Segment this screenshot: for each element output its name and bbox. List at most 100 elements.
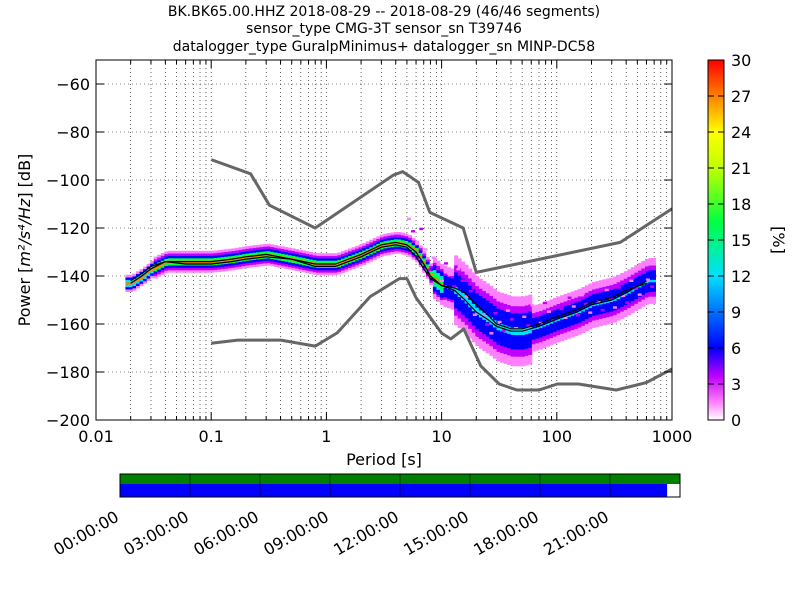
heatmap-cell [348, 267, 353, 271]
heatmap-cell [443, 270, 448, 274]
heatmap-cell [125, 286, 130, 290]
heatmap-cell [471, 286, 476, 290]
heatmap-cell [602, 322, 607, 326]
heatmap-cell [464, 276, 469, 280]
heatmap-cell [560, 331, 565, 334]
heatmap-cell [295, 268, 299, 271]
heatmap-cell [234, 255, 239, 258]
heatmap-cell [545, 329, 550, 333]
heatmap-cell [503, 334, 508, 338]
heatmap-cell [637, 301, 642, 305]
heatmap-cell [457, 272, 462, 276]
heatmap-cell [302, 267, 307, 271]
heatmap-cell [492, 334, 497, 338]
heatmap-cell [507, 357, 512, 361]
heatmap-cell [309, 268, 314, 272]
heatmap-cell [641, 268, 646, 271]
heatmap-cell [447, 303, 451, 306]
heatmap-cell [432, 286, 437, 290]
heatmap-cell [507, 319, 512, 322]
heatmap-cell [252, 245, 257, 248]
heatmap-cell [319, 255, 324, 259]
heatmap-cell [485, 323, 490, 326]
heatmap-cell [553, 338, 558, 342]
heatmap-cell [478, 283, 483, 287]
heatmap-cell [312, 267, 317, 270]
heatmap-cell [464, 272, 469, 275]
heatmap-cell [652, 267, 656, 271]
heatmap-cell [287, 259, 292, 263]
heatmap-cell [376, 238, 381, 242]
heatmap-cell [312, 269, 317, 273]
heatmap-cell [570, 325, 575, 328]
heatmap-cell [422, 260, 427, 264]
heatmap-cell [531, 344, 536, 347]
heatmap-cell [326, 267, 331, 271]
heatmap-cell [475, 288, 480, 291]
heatmap-cell [298, 249, 303, 253]
heatmap-cell [461, 283, 466, 286]
heatmap-cell [397, 236, 402, 240]
heatmap-cell [620, 296, 625, 300]
heatmap-cell [302, 255, 307, 259]
heatmap-cell [167, 262, 172, 266]
heatmap-cell [252, 261, 257, 265]
heatmap-cell [535, 307, 540, 310]
heatmap-cell [160, 265, 165, 268]
heatmap-cell [531, 334, 536, 338]
heatmap-cell [567, 316, 572, 320]
heatmap-cell [457, 270, 462, 273]
heatmap-cell [648, 258, 653, 261]
heatmap-cell [482, 343, 487, 347]
heatmap-cell [132, 278, 137, 282]
heatmap-cell [333, 270, 338, 273]
heatmap-cell [203, 250, 208, 254]
heatmap-cell [609, 318, 614, 322]
heatmap-cell [280, 248, 285, 252]
heatmap-cell [545, 319, 550, 323]
heatmap-cell [549, 340, 554, 343]
heatmap-cell [305, 270, 310, 274]
heatmap-cell [556, 313, 561, 316]
heatmap-cell [160, 260, 165, 264]
heatmap-cell [581, 291, 586, 295]
heatmap-cell [574, 294, 579, 298]
heatmap-cell [648, 272, 653, 276]
heatmap-cell [273, 252, 278, 255]
heatmap-cell [634, 279, 639, 283]
colorbar-tick-label: 3 [731, 375, 741, 394]
heatmap-cell [217, 269, 222, 272]
heatmap-cell [496, 351, 501, 355]
heatmap-cell [394, 231, 398, 235]
heatmap-cell [404, 235, 409, 239]
heatmap-cell [277, 252, 282, 256]
heatmap-cell [641, 263, 646, 267]
heatmap-cell [496, 339, 501, 343]
heatmap-cell [528, 330, 533, 334]
heatmap-cell [210, 258, 215, 261]
heatmap-cell [517, 346, 522, 350]
heatmap-cell [323, 255, 328, 259]
heatmap-cell [553, 302, 558, 306]
heatmap-cell [510, 320, 515, 323]
heatmap-cell [528, 354, 533, 358]
heatmap-cell [475, 328, 480, 332]
heatmap-cell [468, 302, 473, 305]
heatmap-cell [517, 334, 522, 338]
heatmap-cell [492, 339, 497, 342]
heatmap-cell [563, 305, 568, 309]
heatmap-cell [167, 270, 172, 273]
heatmap-cell [528, 335, 533, 339]
heatmap-cell [475, 300, 480, 303]
heatmap-cell [542, 309, 547, 313]
heatmap-cell [595, 314, 600, 318]
heatmap-cell [514, 313, 519, 316]
heatmap-cell [648, 294, 653, 297]
heatmap-cell [574, 316, 579, 320]
heatmap-cell [372, 254, 377, 258]
heatmap-cell [553, 305, 558, 308]
heatmap-cell [503, 315, 508, 319]
heatmap-cell [309, 251, 314, 255]
heatmap-cell [542, 314, 547, 317]
heatmap-cell [326, 255, 331, 259]
